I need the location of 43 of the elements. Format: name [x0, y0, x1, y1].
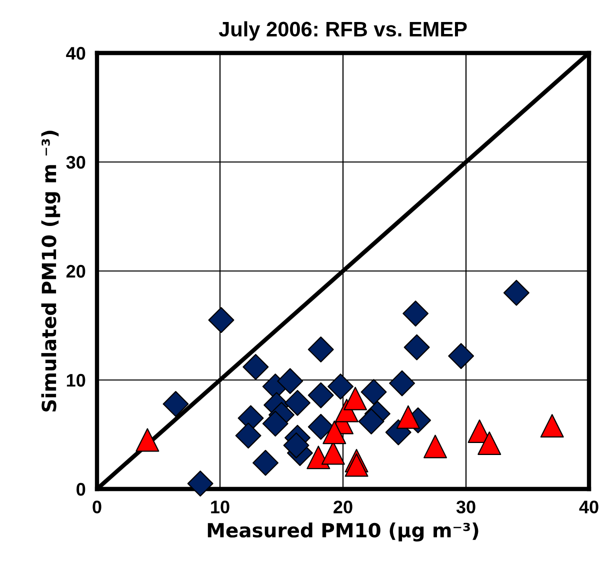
x-tick-label: 10 — [211, 500, 230, 514]
point — [328, 374, 354, 400]
x-tick-label: 40 — [579, 500, 598, 514]
point — [208, 307, 234, 334]
point — [252, 450, 278, 476]
point — [358, 408, 384, 434]
point — [235, 422, 262, 449]
point — [136, 428, 160, 452]
point — [308, 336, 334, 362]
point — [423, 434, 448, 458]
point — [478, 431, 502, 455]
point — [322, 420, 346, 444]
point — [404, 334, 430, 360]
point — [396, 405, 420, 429]
point — [283, 432, 310, 458]
x-tick-label: 0 — [92, 500, 102, 514]
point — [503, 280, 530, 306]
point — [262, 410, 288, 437]
x-axis-title: Measured PM10 (µg m⁻³) — [208, 522, 478, 542]
y-axis-title: Simulated PM10 (µg m ⁻³) — [41, 130, 60, 412]
point — [344, 386, 368, 410]
point — [306, 446, 330, 470]
y-tick-label: 0 — [76, 482, 86, 496]
point — [187, 470, 214, 497]
y-tick-label: 20 — [66, 264, 86, 278]
point — [360, 379, 387, 405]
point — [284, 390, 310, 416]
chart-title: July 2006: RFB vs. EMEP — [218, 21, 467, 41]
x-tick-label: 30 — [456, 500, 476, 514]
point — [308, 414, 334, 440]
point — [540, 414, 564, 438]
x-tick-label: 20 — [334, 500, 352, 514]
point — [389, 370, 416, 396]
y-tick-label: 40 — [66, 46, 86, 60]
point — [448, 343, 474, 369]
point — [308, 382, 334, 408]
point — [344, 453, 368, 477]
y-tick-label: 30 — [66, 156, 86, 169]
point — [402, 300, 429, 326]
y-tick-label: 10 — [66, 374, 86, 387]
point — [277, 368, 304, 394]
point — [162, 391, 189, 417]
point — [242, 354, 269, 380]
